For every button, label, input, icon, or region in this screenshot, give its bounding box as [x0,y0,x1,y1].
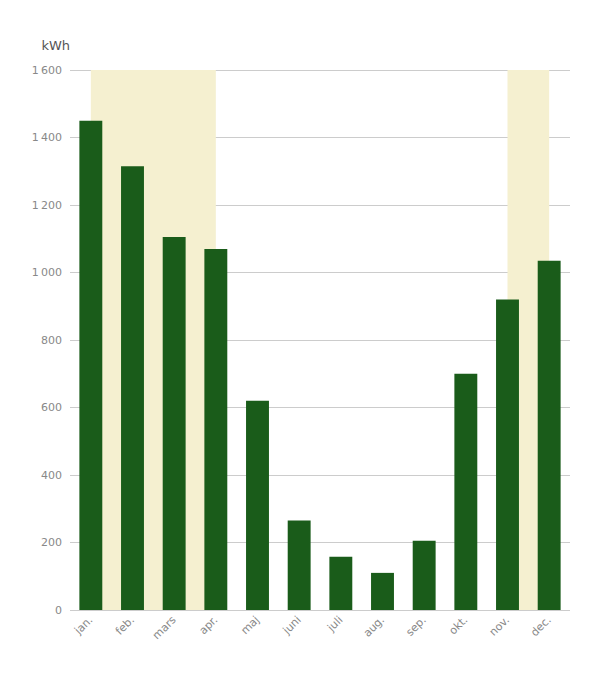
svg-text:maj: maj [238,613,262,637]
svg-text:kWh: kWh [41,38,70,53]
svg-text:1 200: 1 200 [32,199,62,212]
svg-text:400: 400 [41,469,62,482]
svg-text:dec.: dec. [528,613,554,639]
svg-text:sep.: sep. [403,613,428,638]
svg-text:0: 0 [55,604,62,617]
svg-text:nov.: nov. [487,613,512,638]
svg-text:mars: mars [150,613,179,642]
svg-text:jan.: jan. [71,613,95,637]
svg-text:okt.: okt. [446,613,470,637]
svg-text:800: 800 [41,334,62,347]
svg-text:200: 200 [41,536,62,549]
svg-text:apr.: apr. [197,613,221,637]
svg-text:aug.: aug. [361,613,387,639]
svg-text:1 000: 1 000 [32,266,62,279]
svg-text:feb.: feb. [113,613,137,637]
svg-text:1 600: 1 600 [32,64,62,77]
svg-text:600: 600 [41,401,62,414]
svg-text:juli: juli [324,613,345,634]
svg-text:1 400: 1 400 [32,131,62,144]
svg-text:juni: juni [280,613,304,637]
